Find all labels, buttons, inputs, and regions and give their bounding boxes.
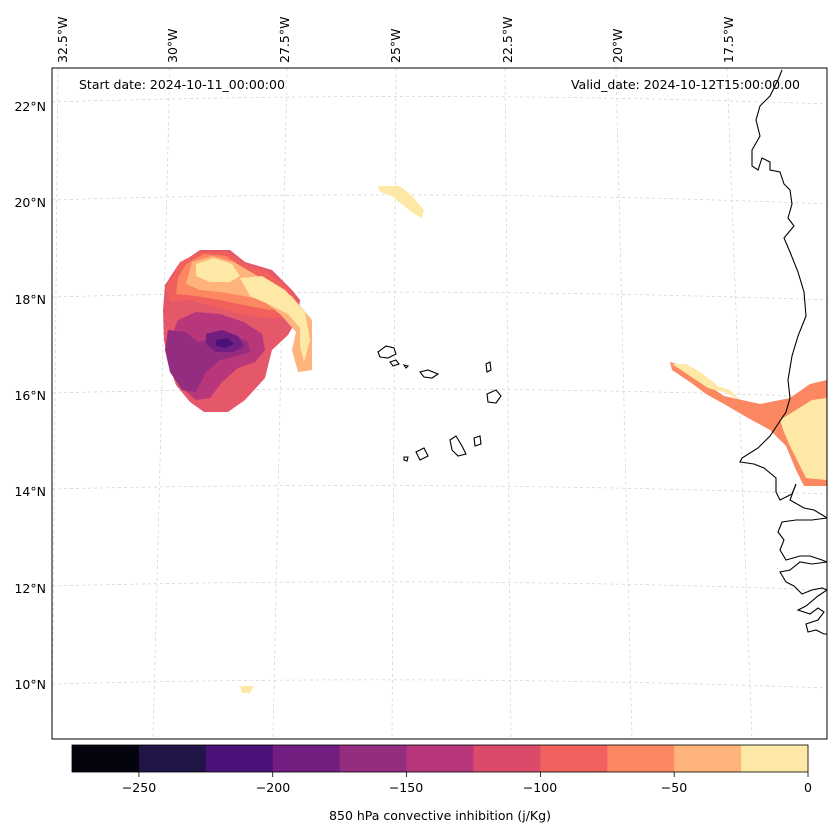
africa-coastline <box>739 69 827 635</box>
island-sao-nicolau <box>419 369 440 379</box>
colorbar-segment <box>72 745 140 772</box>
colorbar-tick-label: −100 <box>522 780 558 795</box>
island-santo-antao <box>377 345 397 359</box>
lat-label: 12°N <box>14 581 46 596</box>
latitude-labels: 22°N 20°N 18°N 16°N 14°N 12°N 10°N <box>14 99 46 692</box>
island-sal <box>485 361 492 373</box>
lon-label: 27.5°W <box>277 17 292 63</box>
cin-region-light <box>196 258 240 282</box>
longitude-labels: 32.5°W 30°W 27.5°W 25°W 22.5°W 20°W 17.5… <box>55 17 736 63</box>
colorbar-frame <box>71 744 809 773</box>
lon-label: 32.5°W <box>55 17 70 63</box>
island-boa-vista <box>486 389 502 404</box>
colorbar-tick-label: −200 <box>255 780 291 795</box>
colorbar-tick-label: 0 <box>804 780 812 795</box>
cin-region-light-band <box>240 276 310 362</box>
lat-label: 10°N <box>14 677 46 692</box>
colorbar-segment <box>138 745 207 772</box>
lat-label: 22°N <box>14 99 46 114</box>
colorbar-ticks <box>138 772 809 777</box>
island-maio <box>473 435 482 447</box>
island-brava <box>403 456 409 462</box>
cin-patch-coast-light <box>672 364 827 480</box>
cin-region-peach <box>186 256 312 372</box>
lon-label: 22.5°W <box>500 17 515 63</box>
lat-label: 20°N <box>14 195 46 210</box>
colorbar-segment <box>406 745 474 772</box>
cin-patch-coast-orange <box>670 362 827 486</box>
start-date-label: Start date: 2024-10-11_00:00:00 <box>79 77 285 92</box>
lat-label: 16°N <box>14 388 46 403</box>
lon-label: 17.5°W <box>721 17 736 63</box>
lon-label: 25°W <box>388 28 403 63</box>
cin-region-core <box>216 338 234 348</box>
island-santiago <box>449 435 467 457</box>
lon-label: 20°W <box>610 28 625 63</box>
colorbar-segment <box>473 745 541 772</box>
gridlines <box>52 68 827 739</box>
colorbar-segment <box>607 745 675 772</box>
island-santa-luzia <box>402 364 410 369</box>
colorbar-tick-label: −250 <box>121 780 157 795</box>
colorbar-segment <box>205 745 274 772</box>
island-sao-vicente <box>389 359 400 367</box>
colorbar-tick-label: −150 <box>388 780 424 795</box>
cin-contour-fields <box>163 186 827 693</box>
coastlines <box>377 69 827 635</box>
colorbar-segment <box>540 745 608 772</box>
lon-label: 30°W <box>165 28 180 63</box>
colorbar <box>72 745 809 772</box>
lat-label: 18°N <box>14 292 46 307</box>
cin-patch-south <box>240 686 254 693</box>
map-frame <box>51 67 828 740</box>
colorbar-title: 850 hPa convective inhibition (j/Kg) <box>329 808 551 823</box>
colorbar-segment <box>674 745 742 772</box>
colorbar-segment <box>741 745 809 772</box>
colorbar-segment <box>272 745 341 772</box>
cin-patch-north <box>378 186 424 218</box>
colorbar-segment <box>339 745 408 772</box>
valid-date-label: Valid_date: 2024-10-12T15:00:00.00 <box>570 77 800 92</box>
colorbar-tick-label: −50 <box>660 780 688 795</box>
island-fogo <box>415 447 429 461</box>
lat-label: 14°N <box>14 484 46 499</box>
